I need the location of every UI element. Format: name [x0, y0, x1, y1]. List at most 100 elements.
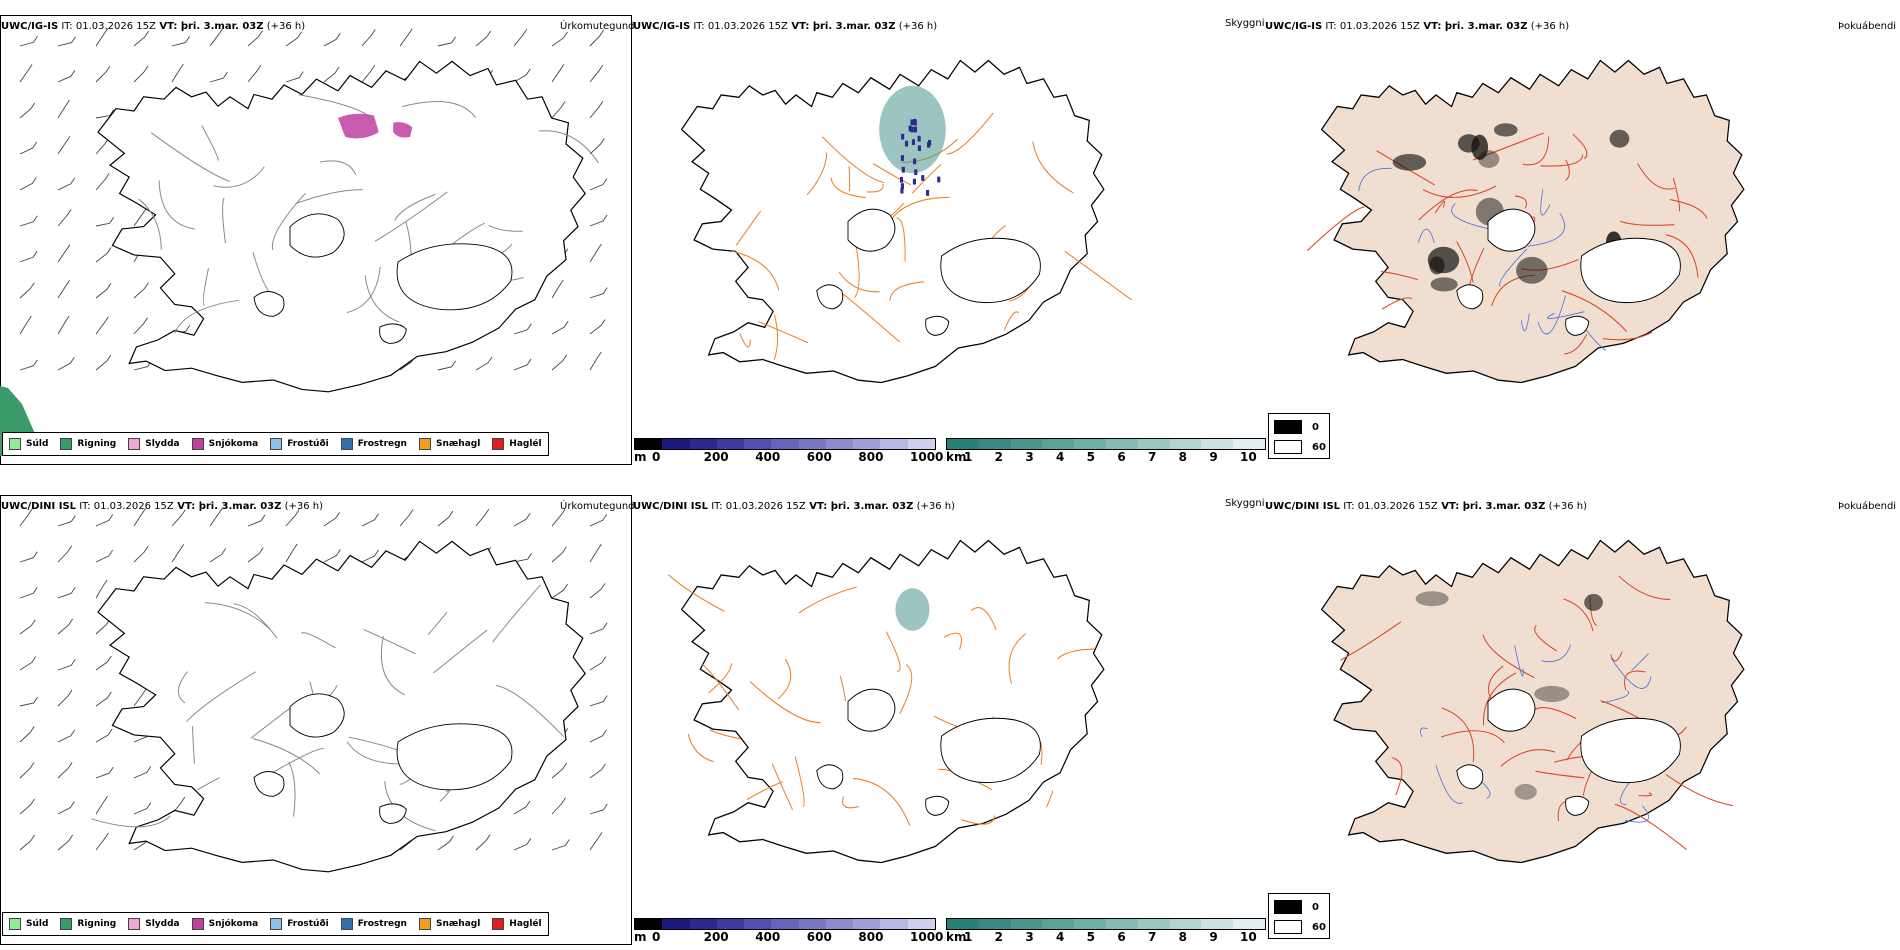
river-line: [1435, 765, 1463, 804]
colorbar-bin: [1042, 919, 1075, 929]
colorbar-bin: [853, 919, 881, 929]
model-name: UWC/IG-IS: [1, 21, 59, 32]
wind-barb: [589, 100, 604, 119]
fog-legend-high: 0: [1274, 900, 1319, 914]
colorbar-bin: [825, 919, 854, 929]
snowfall-area: [338, 113, 413, 139]
wind-barb: [57, 99, 70, 119]
fog-index-legend: 0 60: [1268, 893, 1330, 939]
field-name: Skyggni: [1225, 498, 1265, 509]
elevation-colorbar-unit: m: [634, 450, 647, 464]
visibility-colorbar-tick: 7: [1148, 930, 1157, 944]
wind-barb: [19, 696, 39, 707]
wind-barb: [19, 141, 38, 155]
road-line: [288, 761, 296, 817]
road-line: [439, 789, 451, 803]
road-line: [1008, 633, 1027, 685]
legend-swatch: [128, 438, 141, 450]
road-line: [1456, 241, 1474, 283]
legend-swatch: [191, 918, 204, 930]
river-line: [1528, 212, 1565, 247]
field-name: Þokuábendi: [1838, 501, 1897, 512]
visibility-colorbar-tick: 6: [1117, 930, 1126, 944]
colorbar-row: m 0 200 400 600 800 1000 km 1 2 3 4 5 6 7 8 9 10: [0, 438, 1900, 468]
elevation-mark: [921, 175, 925, 181]
wind-barb: [171, 36, 190, 47]
fog-patch: [1534, 685, 1570, 702]
road-line: [1482, 634, 1535, 679]
wind-barb: [19, 798, 35, 815]
precip-panel-frame: [0, 15, 632, 465]
visibility-colorbar-track: [946, 438, 1266, 450]
fog-index-legend: 0 60: [1268, 413, 1330, 459]
wind-barb: [133, 317, 148, 335]
it-label: IT:: [1340, 501, 1358, 512]
road-line: [174, 299, 239, 334]
road-line: [319, 160, 357, 176]
legend-item: Snæhagl: [418, 918, 480, 930]
legend-label: Súld: [26, 439, 49, 449]
road-line: [749, 681, 821, 724]
glacier-outline: [925, 795, 950, 816]
elevation-mark: [904, 140, 909, 147]
fog-value-low: 60: [1312, 441, 1326, 453]
road-line: [806, 152, 828, 196]
road-line: [735, 210, 762, 246]
road-line: [1340, 621, 1402, 661]
legend-item: Haglél: [492, 918, 542, 930]
river-line: [1540, 189, 1551, 216]
elevation-colorbar-tick: 200: [703, 930, 729, 944]
wind-barb: [95, 109, 115, 119]
panel-header: UWC/DINI ISL IT: 01.03.2026 15Z VT: þri.…: [1265, 501, 1587, 513]
wind-barb: [95, 28, 109, 47]
wind-barb: [589, 514, 608, 527]
colorbar-bin: [798, 439, 826, 449]
visibility-colorbar-tick: 5: [1086, 450, 1096, 464]
legend-item: Snjókoma: [191, 438, 258, 450]
visibility-colorbar-tick: 7: [1148, 450, 1157, 464]
fog-swatch-light: [1274, 920, 1302, 934]
road-line: [896, 217, 906, 262]
glacier-outline: [379, 323, 407, 344]
vt-label: VT:: [1437, 501, 1463, 512]
wind-barb: [57, 280, 70, 299]
wind-barb: [323, 32, 341, 47]
glacier-outline: [396, 243, 513, 311]
elevation-mark: [900, 155, 905, 161]
road-line: [1057, 648, 1095, 660]
wind-barb: [57, 545, 73, 563]
init-time: 01.03.2026 15Z: [1339, 21, 1420, 32]
colorbar-bin: [689, 439, 717, 449]
lead-time: (+36 h): [1545, 501, 1588, 512]
wind-barb: [19, 102, 36, 119]
legend-label: Frostúði: [287, 919, 329, 929]
road-line: [150, 132, 230, 182]
legend-swatch: [418, 438, 431, 450]
road-line: [758, 321, 809, 344]
legend-swatch: [340, 438, 353, 450]
river-line: [1499, 248, 1528, 287]
wind-barb: [285, 509, 300, 527]
glacier-outline: [1487, 208, 1536, 252]
colorbar-bin: [947, 439, 979, 449]
road-line: [1665, 234, 1699, 278]
road-line: [1564, 333, 1588, 355]
road-line: [1669, 198, 1708, 219]
legend-label: Haglél: [509, 439, 542, 449]
road-line: [1672, 177, 1680, 212]
wind-barb: [551, 279, 564, 299]
wind-barb: [95, 354, 112, 371]
colorbar-bin: [716, 439, 745, 449]
elevation-colorbar-tick: 200: [703, 450, 729, 464]
wind-barb: [19, 64, 33, 83]
glacier-outline: [847, 688, 896, 732]
wind-barb: [361, 513, 379, 527]
wind-barb: [95, 316, 109, 335]
road-line: [213, 166, 265, 188]
lead-time: (+36 h): [913, 501, 956, 512]
road-line: [854, 245, 860, 299]
valid-time: þri. 3.mar. 03Z: [812, 21, 896, 32]
wind-barb: [247, 514, 266, 527]
road-line: [1602, 331, 1653, 341]
colorbar-bin: [1233, 439, 1265, 449]
